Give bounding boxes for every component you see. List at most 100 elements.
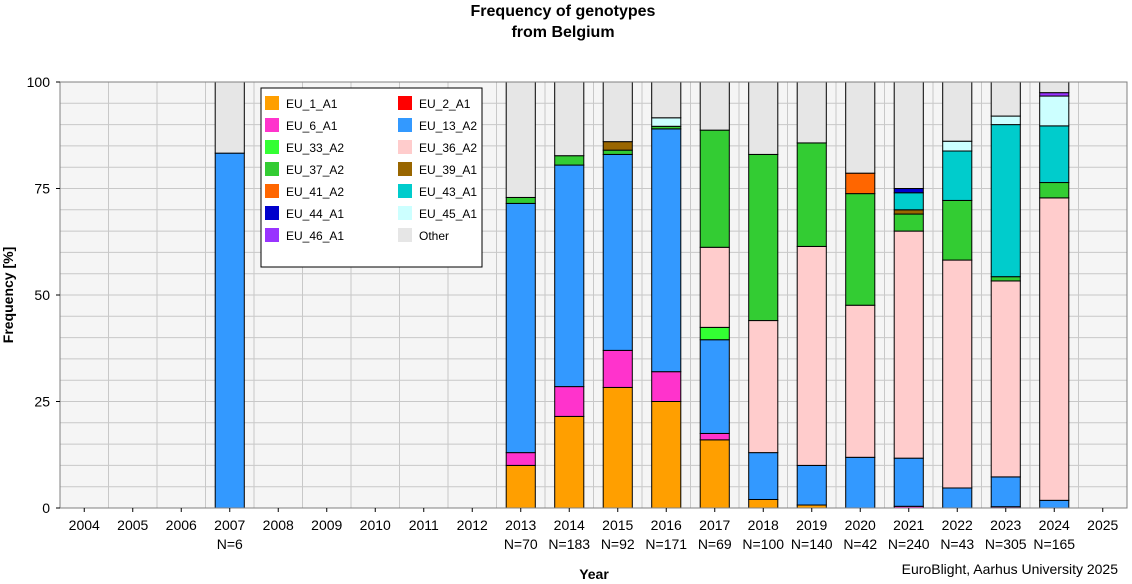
legend-label: EU_1_A1 xyxy=(286,97,338,111)
x-axis-label: Year xyxy=(579,566,609,582)
bar-segment xyxy=(554,81,585,157)
x-tick-label: 2010 xyxy=(360,517,391,533)
x-tick-label: 2024 xyxy=(1039,517,1070,533)
legend-swatch xyxy=(398,96,412,110)
bar-segment xyxy=(796,142,827,247)
bar-segment xyxy=(990,476,1021,508)
x-tick-label: 2009 xyxy=(311,517,342,533)
y-axis-ticks: 0 25 50 75 100 xyxy=(27,74,60,516)
x-tick-label: 2005 xyxy=(117,517,148,533)
bar-segment xyxy=(942,140,973,152)
bar-segment xyxy=(505,202,536,454)
sample-size-label: N=100 xyxy=(742,536,784,552)
legend-label: EU_13_A2 xyxy=(419,119,477,133)
sample-size-label: N=183 xyxy=(548,536,590,552)
bar-segment xyxy=(893,188,924,194)
y-tick-label: 100 xyxy=(27,74,51,90)
legend-label: EU_39_A1 xyxy=(419,163,477,177)
bar-segment xyxy=(990,115,1021,126)
bar-segment xyxy=(942,487,973,509)
bar-segment xyxy=(942,150,973,201)
bar-segment xyxy=(893,192,924,211)
bar-segment xyxy=(748,320,779,454)
bar-segment xyxy=(699,432,730,441)
legend-box xyxy=(260,87,483,268)
x-tick-label: 2011 xyxy=(409,517,439,533)
x-tick-label: 2020 xyxy=(845,517,876,533)
bar-segment xyxy=(845,172,876,195)
bar-segment xyxy=(748,452,779,500)
legend-swatch xyxy=(265,184,279,198)
bar-segment xyxy=(845,81,876,174)
credit-text: EuroBlight, Aarhus University 2025 xyxy=(902,561,1119,577)
bar-segment xyxy=(796,81,827,144)
sample-size-label: N=171 xyxy=(645,536,687,552)
legend-label: EU_43_A1 xyxy=(419,185,477,199)
bar-segment xyxy=(1039,92,1070,97)
bar-segment xyxy=(845,193,876,306)
bar-segment xyxy=(893,81,924,189)
bar-segment xyxy=(554,415,585,509)
x-tick-label: 2015 xyxy=(602,517,633,533)
sample-size-label: N=165 xyxy=(1033,536,1075,552)
legend-label: EU_2_A1 xyxy=(419,97,471,111)
bar-segment xyxy=(1039,125,1070,184)
bar-segment xyxy=(748,81,779,155)
bar-segment xyxy=(602,153,633,351)
x-tick-label: 2014 xyxy=(554,517,585,533)
bar-segment xyxy=(554,386,585,417)
bar-segment xyxy=(893,209,924,215)
sample-size-label: N=43 xyxy=(940,536,974,552)
x-tick-label: 2007 xyxy=(214,517,245,533)
bar-segment xyxy=(893,230,924,459)
bar-segment xyxy=(942,199,973,261)
y-tick-label: 50 xyxy=(34,287,50,303)
legend-swatch xyxy=(265,228,279,242)
bar-segment xyxy=(893,213,924,232)
bar-segment xyxy=(748,498,779,509)
bar-segment xyxy=(748,153,779,322)
bar-segment xyxy=(699,339,730,434)
y-tick-label: 25 xyxy=(34,394,50,410)
sample-size-label: N=70 xyxy=(504,536,538,552)
legend-label: EU_44_A1 xyxy=(286,207,344,221)
bar-segment xyxy=(1039,182,1070,199)
legend-swatch xyxy=(398,228,412,242)
bar-segment xyxy=(602,149,633,155)
sample-size-label: N=305 xyxy=(985,536,1027,552)
sample-size-label: N=140 xyxy=(791,536,833,552)
y-axis-label: Frequency [%] xyxy=(0,247,16,343)
bar-segment xyxy=(651,81,682,119)
bar-segment xyxy=(505,464,536,509)
x-tick-label: 2008 xyxy=(263,517,294,533)
legend-label: EU_33_A2 xyxy=(286,141,344,155)
chart-subtitle: from Belgium xyxy=(511,24,614,41)
bar-segment xyxy=(990,276,1021,282)
x-tick-label: 2025 xyxy=(1087,517,1118,533)
bar-segment xyxy=(602,349,633,388)
legend-label: EU_41_A2 xyxy=(286,185,344,199)
legend-swatch xyxy=(398,184,412,198)
bar-segment xyxy=(699,81,730,131)
legend-label: EU_37_A2 xyxy=(286,163,344,177)
legend-swatch xyxy=(398,162,412,176)
legend-swatch xyxy=(265,118,279,132)
legend-swatch xyxy=(398,206,412,220)
legend-label: Other xyxy=(419,229,449,243)
bar-segment xyxy=(651,371,682,402)
bar-segment xyxy=(699,326,730,341)
bar-segment xyxy=(214,81,245,154)
bar-segment xyxy=(651,401,682,509)
x-tick-label: 2004 xyxy=(69,517,100,533)
bar-segment xyxy=(893,457,924,507)
bar-segment xyxy=(942,81,973,142)
legend-swatch xyxy=(265,140,279,154)
legend: EU_1_A1 EU_2_A1 EU_6_A1 EU_13_A2 EU_33_A2 EU_… xyxy=(260,87,483,268)
legend-label: EU_36_A2 xyxy=(419,141,477,155)
x-tick-label: 2006 xyxy=(166,517,197,533)
chart-title: Frequency of genotypes xyxy=(471,3,656,20)
bar-segment xyxy=(990,124,1021,278)
x-tick-label: 2023 xyxy=(990,517,1021,533)
sample-size-label: N=69 xyxy=(698,536,732,552)
